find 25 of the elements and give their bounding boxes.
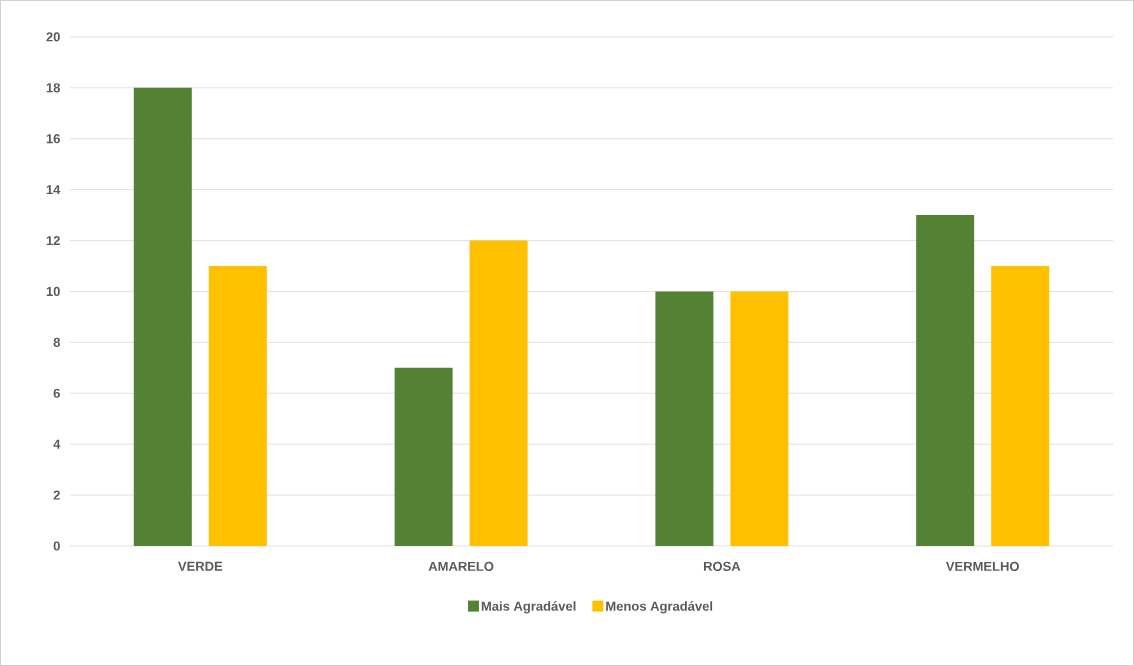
legend-label: Menos Agradável [606, 601, 713, 614]
y-tick-label: 16 [46, 134, 60, 144]
x-tick-label: AMARELO [428, 561, 494, 572]
x-tick-label: VERMELHO [945, 561, 1019, 572]
y-tick-label: 6 [53, 388, 60, 398]
y-tick-label: 4 [53, 439, 61, 449]
y-tick-label: 12 [46, 236, 60, 246]
x-tick-label: ROSA [703, 561, 741, 572]
y-tick-label: 20 [46, 32, 60, 42]
bar [133, 87, 192, 547]
y-tick-label: 10 [46, 286, 60, 297]
y-tick-label: 2 [53, 490, 60, 500]
bar [469, 240, 528, 547]
bar [916, 215, 975, 547]
x-tick-label: VERDE [178, 561, 223, 571]
y-tick-label: 18 [46, 83, 60, 93]
y-tick-label: 14 [46, 185, 61, 195]
bar [991, 266, 1050, 547]
y-tick-label: 8 [53, 337, 60, 347]
y-tick-label: 0 [53, 541, 60, 551]
bar [730, 291, 789, 547]
legend-label: Mais Agradável [481, 601, 576, 614]
bar [208, 266, 267, 547]
bar [655, 291, 714, 547]
bar [394, 367, 453, 547]
